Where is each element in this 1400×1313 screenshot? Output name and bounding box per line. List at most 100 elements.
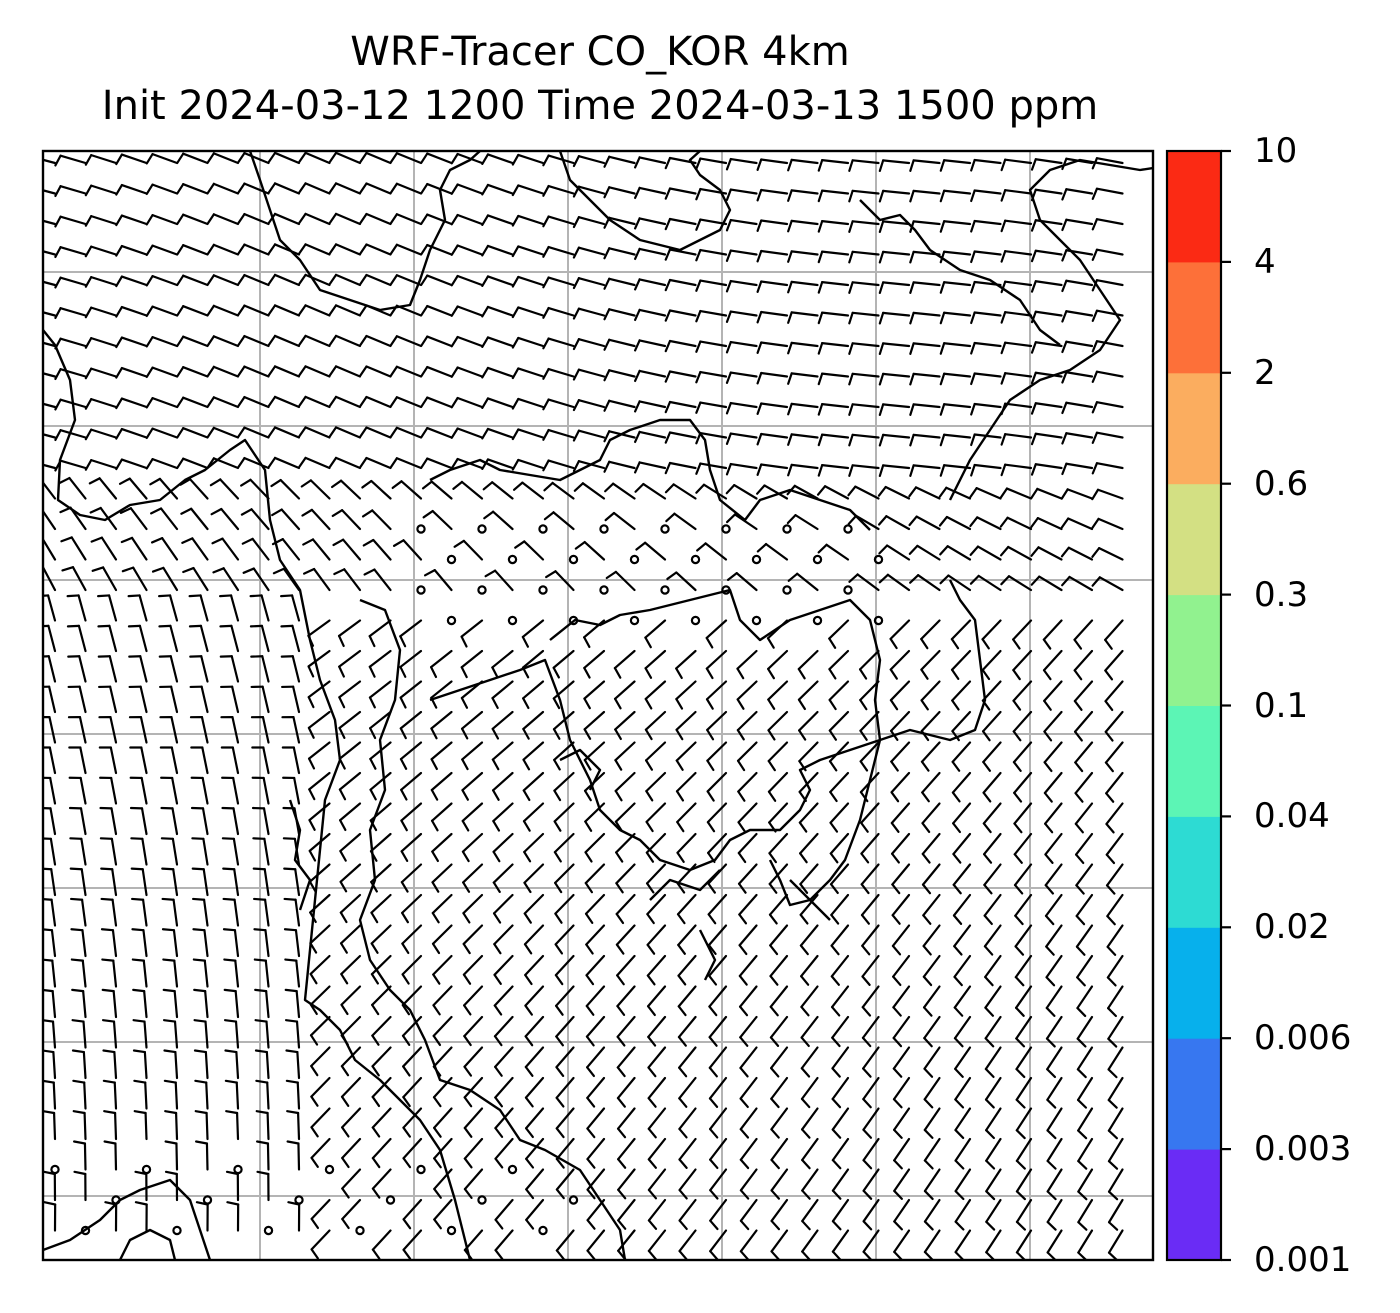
wind-barb: [524, 1107, 545, 1139]
wind-barb: [1091, 279, 1124, 292]
wind-barb: [921, 832, 941, 864]
wind-barb: [923, 1137, 941, 1170]
wind-barb: [817, 281, 850, 294]
wind-barb: [1076, 1076, 1094, 1109]
wind-barb: [604, 482, 636, 500]
calm-wind-marker: [873, 554, 884, 565]
wind-barb: [1105, 771, 1124, 803]
wind-barb: [878, 159, 911, 172]
wind-barb: [817, 311, 850, 325]
wind-barb: [1105, 832, 1124, 865]
wind-barb: [939, 159, 972, 172]
calm-wind-marker: [141, 1164, 152, 1175]
wind-barb: [162, 988, 179, 1019]
wind-barb: [983, 893, 1002, 926]
wind-barb: [555, 1229, 575, 1260]
wind-barb: [1074, 771, 1094, 803]
wind-barb: [725, 340, 758, 354]
wind-barb: [831, 1046, 850, 1078]
wind-barb: [981, 710, 1002, 742]
wind-barb: [1000, 189, 1033, 202]
wind-barb: [708, 985, 728, 1017]
wind-barb: [969, 545, 1002, 561]
wind-barb: [951, 680, 972, 711]
wind-barb: [736, 680, 758, 710]
wind-barb: [84, 184, 118, 197]
wind-barb: [420, 335, 453, 348]
wind-barb: [1074, 802, 1094, 834]
wind-barb: [707, 924, 728, 955]
wind-barb: [1061, 432, 1094, 445]
wind-barb: [985, 1137, 1002, 1170]
wind-barb: [1061, 462, 1094, 476]
wind-barb: [950, 619, 972, 650]
wind-barb: [859, 710, 880, 741]
wind-barb: [831, 1229, 850, 1260]
wind-barb: [267, 182, 301, 195]
wind-barb: [908, 515, 941, 531]
wind-barb: [158, 624, 179, 653]
wind-barb: [877, 485, 911, 500]
wind-barb: [572, 429, 606, 442]
wind-barb: [420, 426, 453, 439]
wind-barb: [1073, 619, 1094, 650]
wind-barb: [767, 649, 789, 680]
wind-barb: [1045, 985, 1063, 1017]
wind-barb: [450, 396, 484, 409]
wind-barb: [430, 771, 453, 801]
map-title-line2: Init 2024-03-12 1200 Time 2024-03-13 150…: [101, 83, 1099, 129]
colorbar-segment: [1167, 705, 1221, 817]
wind-barb: [450, 335, 484, 348]
wind-barb: [613, 680, 636, 710]
wind-barb: [129, 776, 148, 805]
wind-barb: [647, 1168, 667, 1200]
wind-barb: [330, 479, 362, 500]
wind-barb: [371, 1229, 392, 1260]
wind-barb: [553, 771, 575, 802]
calm-wind-marker: [599, 585, 609, 595]
wind-barb: [1046, 1107, 1063, 1140]
wind-barb: [555, 1168, 575, 1200]
wind-barb: [102, 1019, 118, 1049]
wind-barb: [102, 1079, 118, 1110]
wind-barb: [160, 776, 179, 805]
wind-barb: [181, 537, 209, 561]
wind-barb: [736, 649, 758, 680]
wind-barb: [1012, 710, 1033, 742]
wind-barb: [511, 397, 545, 410]
wind-barb: [677, 954, 697, 986]
wind-barb: [878, 515, 911, 531]
calm-wind-marker: [690, 554, 701, 565]
wind-barb: [862, 1137, 880, 1170]
wind-barb: [909, 574, 941, 592]
wind-barb: [60, 536, 87, 561]
wind-barb: [664, 278, 697, 292]
wind-barb: [145, 244, 179, 257]
wind-barb: [43, 280, 57, 287]
wind-barb: [954, 1107, 972, 1140]
wind-barb: [338, 680, 362, 709]
wind-barb: [878, 433, 911, 447]
wind-barb: [150, 537, 179, 561]
wind-barb: [862, 1076, 880, 1109]
wind-barb: [739, 1229, 758, 1260]
wind-barb: [542, 306, 575, 319]
calm-wind-marker: [782, 524, 792, 534]
wind-barb: [909, 464, 941, 477]
wind-barb: [951, 771, 972, 803]
wind-barb: [725, 401, 758, 415]
wind-barb: [950, 649, 972, 680]
wind-barb: [798, 710, 819, 741]
wind-barb: [69, 837, 87, 866]
wind-barb: [267, 273, 301, 287]
wind-barb: [450, 427, 484, 439]
wind-barb: [163, 1049, 179, 1080]
wind-barb: [328, 426, 362, 439]
wind-barb: [115, 153, 148, 166]
wind-barb: [72, 1110, 87, 1141]
wind-barb: [951, 741, 972, 772]
wind-barb: [128, 655, 148, 683]
wind-barb: [952, 893, 972, 925]
wind-barb: [1107, 1015, 1124, 1048]
wind-barb: [768, 832, 789, 864]
